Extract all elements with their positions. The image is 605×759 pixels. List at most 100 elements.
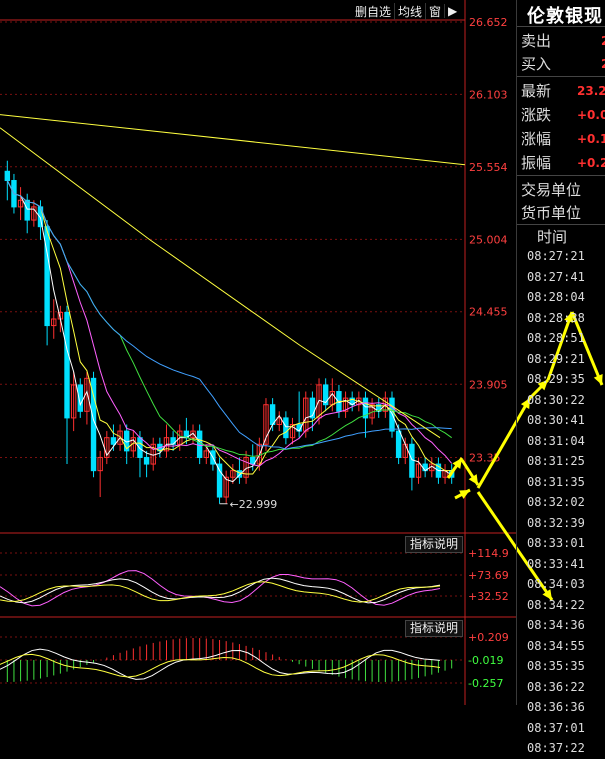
time-row: 08:28:04 (527, 290, 585, 304)
time-header: 时间 (537, 228, 568, 246)
time-row: 08:31:25 (527, 454, 585, 468)
currency-unit-label: 货币单位 (521, 204, 582, 222)
expand-arrow-icon[interactable]: ▶ (444, 4, 460, 18)
chart-area: 26.65226.10325.55425.00424.45523.90523.3… (0, 0, 604, 705)
time-row: 08:27:41 (527, 269, 585, 284)
time-row: 08:33:41 (527, 556, 585, 571)
indicator1-line (0, 581, 441, 603)
moving-average-line (6, 180, 453, 467)
candle-body (110, 437, 117, 445)
indicator2-tick: -0.257 (468, 677, 503, 690)
time-row: 08:34:36 (527, 618, 585, 632)
time-row: 08:35:35 (527, 659, 585, 673)
candle-body (269, 404, 276, 425)
indicator1-line (0, 577, 441, 604)
candle-body (322, 384, 329, 406)
time-row: 08:34:55 (527, 638, 585, 653)
moving-average-button[interactable]: 均线 (394, 2, 425, 20)
delete-watchlist-button[interactable]: 删自选 (355, 4, 392, 19)
annotation-arrowhead (537, 380, 548, 391)
candle-body (137, 437, 143, 458)
indicator1-tick: +32.52 (468, 590, 509, 603)
last-label: 最新 (521, 82, 552, 100)
price-tick: 25.004 (469, 233, 508, 246)
candle-body (24, 199, 30, 221)
last-value: 23.2 (577, 84, 605, 98)
descending-average (0, 127, 441, 439)
pct-change-value: +0.1 (577, 132, 605, 146)
time-row: 08:30:41 (527, 413, 585, 427)
time-row: 08:29:35 (527, 372, 585, 386)
window-button[interactable]: 窗 (425, 2, 444, 20)
annotation-arrowhead (542, 589, 552, 600)
candle-body (97, 456, 103, 472)
buy-label: 买入 (521, 55, 552, 73)
indicator1-tick: +114.9 (468, 547, 509, 560)
price-tick: 26.103 (469, 88, 508, 101)
candle-body (31, 206, 37, 221)
candle-body (143, 456, 150, 465)
instrument-title: 伦敦银现 (527, 6, 603, 27)
macd-line (0, 648, 441, 680)
candle-body (4, 170, 11, 182)
candle-body (70, 384, 77, 419)
candle-body (216, 463, 223, 498)
indicator2-help-button[interactable]: 指标说明 (405, 620, 464, 637)
price-tick: 25.554 (469, 161, 508, 174)
annotation-arrowhead (593, 374, 603, 385)
candle-body (236, 470, 243, 478)
annotation-arrow (570, 311, 604, 386)
time-row: 08:28:38 (527, 310, 585, 325)
trade-unit-label: 交易单位 (521, 181, 582, 199)
moving-average-line (6, 180, 452, 450)
candle-body (130, 437, 137, 452)
candle-body (230, 470, 236, 478)
annotation-arrowhead (468, 474, 478, 485)
candle-body (395, 430, 402, 458)
time-row: 08:31:04 (527, 433, 585, 448)
candle-body (263, 404, 269, 445)
candle-body (276, 417, 282, 425)
candle-body (309, 397, 316, 419)
time-row: 08:36:36 (527, 700, 585, 714)
change-value: +0.0 (577, 108, 605, 122)
time-row: 08:34:22 (527, 597, 585, 612)
annotation-arrowhead (459, 490, 470, 499)
candle-body (17, 199, 24, 208)
indicator1-help-button[interactable]: 指标说明 (405, 536, 464, 553)
chart-toolbar: 删自选 均线 窗 ▶ (352, 2, 460, 20)
price-tick: 23.905 (469, 378, 508, 391)
signal-line (0, 653, 441, 678)
time-row: 08:32:02 (527, 495, 585, 509)
candle-body (51, 318, 57, 327)
time-row: 08:34:03 (527, 577, 585, 591)
buy-value: 2 (601, 57, 605, 71)
time-row: 08:31:35 (527, 474, 585, 489)
annotation-arrowhead (520, 398, 530, 409)
annotation-arrow (546, 311, 574, 381)
amplitude-value: +0.2 (577, 156, 605, 170)
candle-body (196, 430, 203, 458)
candle-body (283, 417, 289, 439)
annotation-arrowhead (452, 458, 462, 469)
sell-label: 卖出 (521, 32, 552, 50)
time-row: 08:29:21 (527, 351, 585, 366)
indicator2-tick: +0.209 (468, 631, 509, 644)
time-row: 08:33:01 (527, 536, 585, 550)
long-moving-average (0, 114, 466, 166)
candle-body (250, 456, 256, 465)
moving-average-line (6, 180, 452, 475)
indicator2-tick: -0.019 (468, 654, 503, 667)
candle-body (77, 384, 83, 412)
time-row: 08:32:39 (527, 515, 585, 530)
indicator1-line (0, 570, 441, 607)
time-row: 08:36:22 (527, 679, 585, 694)
annotation-arrow (476, 491, 554, 601)
candle-body (203, 450, 209, 458)
candle-body (289, 423, 296, 439)
time-row: 08:37:01 (527, 720, 585, 735)
time-row: 08:27:21 (527, 249, 585, 263)
sell-value: 2 (601, 34, 605, 48)
quote-panel: 伦敦银现 卖出 2 买入 2 最新 23.2 涨跌 +0.0 涨幅 +0.1 振… (516, 0, 605, 755)
candle-body (117, 430, 123, 445)
